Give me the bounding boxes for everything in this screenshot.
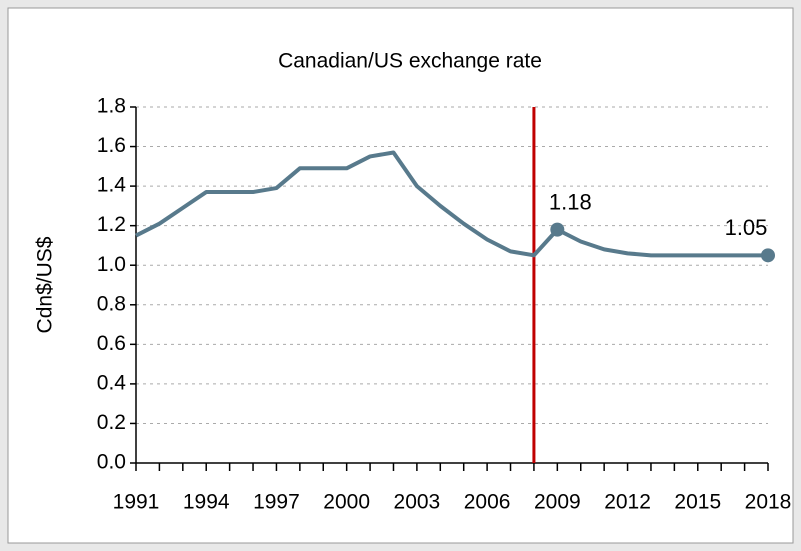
x-tick-label: 2009 — [534, 491, 581, 514]
y-tick-label: 0.8 — [97, 292, 126, 315]
x-tick-label: 1997 — [253, 491, 300, 514]
y-tick-label: 1.6 — [97, 134, 126, 157]
x-tick-label: 2000 — [323, 491, 370, 514]
y-axis-label: Cdn$/US$ — [34, 236, 57, 333]
y-tick-label: 0.0 — [97, 451, 126, 474]
chart-title: Canadian/US exchange rate — [278, 50, 542, 73]
y-tick-label: 0.4 — [97, 371, 127, 394]
y-tick-label: 1.0 — [97, 253, 126, 276]
y-tick-label: 1.2 — [97, 213, 126, 236]
y-tick-label: 1.4 — [97, 174, 127, 197]
y-tick-label: 0.6 — [97, 332, 126, 355]
x-tick-label: 1991 — [113, 491, 160, 514]
x-tick-label: 2018 — [745, 491, 792, 514]
chart-frame — [7, 7, 794, 544]
data-point — [550, 222, 565, 237]
data-line — [135, 150, 768, 258]
y-tick-label: 0.2 — [97, 411, 126, 434]
x-tick-label: 2006 — [464, 491, 511, 514]
data-point — [761, 248, 775, 263]
data-label: 1.18 — [549, 189, 592, 214]
y-tick-label: 1.8 — [97, 95, 126, 118]
data-label: 1.05 — [725, 215, 768, 240]
x-tick-label: 2012 — [604, 491, 651, 514]
x-tick-label: 2003 — [394, 491, 441, 514]
x-tick-label: 2015 — [674, 491, 721, 514]
x-tick-label: 1994 — [183, 491, 230, 514]
